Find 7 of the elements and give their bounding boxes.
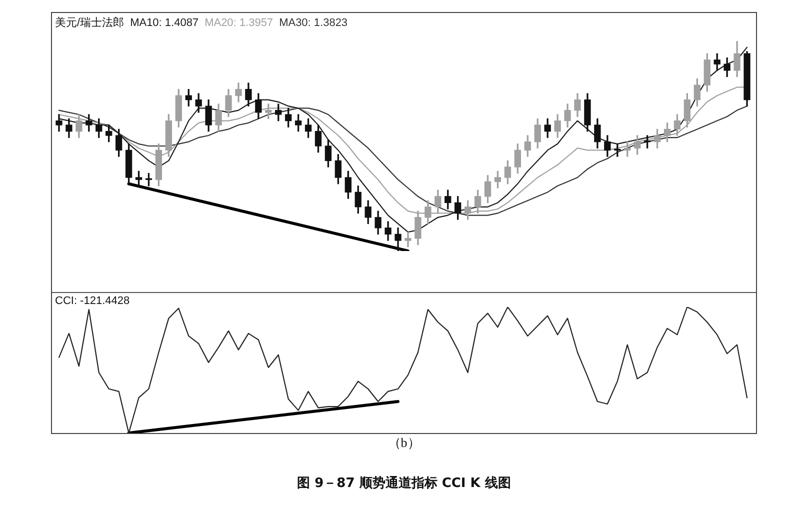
chart-title: CCI: -121.4428 [55,295,130,307]
text: MA20: 1.3957 [204,17,274,29]
text: （b） [386,434,422,452]
text: MA30: 1.3823 [279,17,348,29]
chart-title: 美元/瑞士法郎 [55,17,124,29]
text: MA10: 1.4087 [130,17,199,29]
caption: 图 9－87 顺势通道指标 CCI K 线图 [296,475,512,492]
